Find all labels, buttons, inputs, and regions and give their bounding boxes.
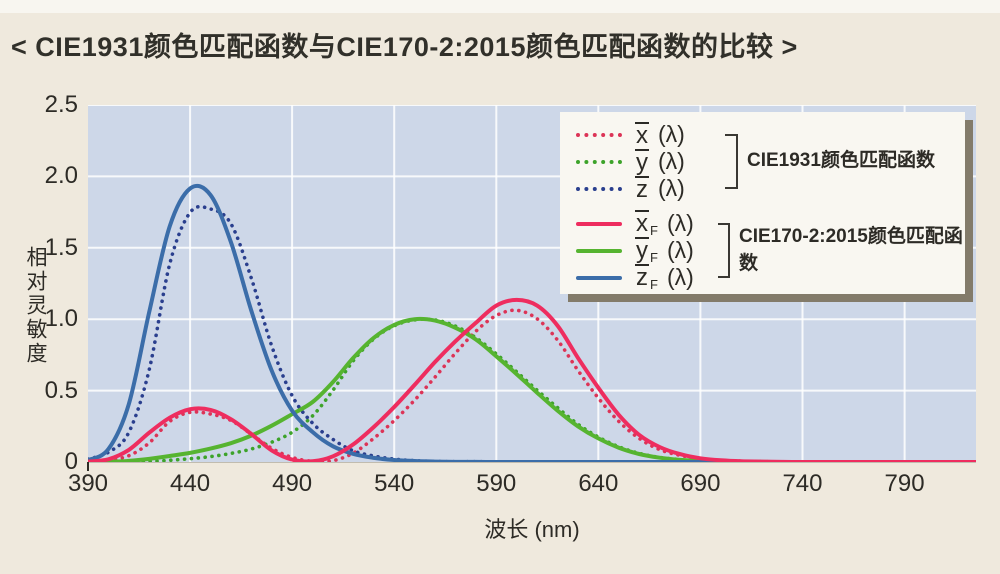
legend-entry: y (λ) <box>576 148 722 175</box>
symbol-subscript: F <box>650 223 658 238</box>
legend-entry: z (λ) <box>576 175 722 202</box>
symbol-argument: (λ) <box>666 264 694 290</box>
legend-entry-symbol: z <box>635 175 649 203</box>
curve-yf-cie170 <box>88 316 976 462</box>
curve-xf-cie170 <box>88 297 976 462</box>
legend-group-label: CIE1931颜色匹配函数 <box>747 150 935 172</box>
symbol-argument: (λ) <box>666 210 694 236</box>
symbol-argument: (λ) <box>666 237 694 263</box>
figure-title: < CIE1931颜色匹配函数与CIE170-2:2015颜色匹配函数的比较 > <box>11 32 798 62</box>
legend-group: x (λ) y (λ) z (λ) CIE1931颜色匹配函数 <box>576 121 965 202</box>
symbol-letter: z <box>635 264 649 291</box>
legend-groups: x (λ) y (λ) z (λ) CIE1931颜色匹配函数 x F (λ) y F (λ) z F (λ)… <box>576 121 965 291</box>
legend-entry: y F (λ) <box>576 237 715 264</box>
y-axis-title: 相对灵敏度 <box>24 246 47 366</box>
legend-group-label: CIE170-2:2015颜色匹配函数 <box>739 225 963 274</box>
page-top-strip <box>0 0 1000 13</box>
symbol-subscript: F <box>650 277 658 292</box>
x-tick-label: 540 <box>374 470 415 497</box>
y-tick-label: 2.5 <box>44 91 78 118</box>
legend-group-bracket <box>717 223 730 278</box>
symbol-letter: x <box>635 121 649 149</box>
legend-swatch-solid <box>576 275 622 280</box>
symbol-letter: x <box>635 210 649 237</box>
legend-entries: x (λ) y (λ) z (λ) <box>576 121 722 202</box>
x-tick-label: 590 <box>476 470 517 497</box>
x-tick-label: 790 <box>884 470 925 497</box>
symbol-letter: y <box>635 148 649 176</box>
legend-entries: x F (λ) y F (λ) z F (λ) <box>576 210 715 291</box>
x-tick-label: 440 <box>170 470 211 497</box>
symbol-letter: z <box>635 175 649 203</box>
symbol-argument: (λ) <box>658 121 685 147</box>
y-tick-label: 2.0 <box>44 162 78 190</box>
legend-swatch-solid <box>576 248 622 253</box>
x-axis-origin-tick <box>87 462 89 471</box>
symbol-argument: (λ) <box>658 148 685 174</box>
legend-entry-symbol: x <box>635 121 649 149</box>
y-tick-label: 0 <box>64 448 78 475</box>
symbol-argument: (λ) <box>658 175 685 201</box>
x-axis-title: 波长 (nm) <box>484 517 580 542</box>
legend-swatch-dotted <box>576 159 622 164</box>
legend-swatch-dotted <box>576 186 622 191</box>
legend: x (λ) y (λ) z (λ) CIE1931颜色匹配函数 x F (λ) y F (λ) z F (λ)… <box>560 112 965 294</box>
x-tick-label: 490 <box>272 470 313 497</box>
y-tick-label: 0.5 <box>44 376 78 404</box>
x-tick-label: 740 <box>782 470 823 497</box>
legend-group-bracket <box>725 134 738 189</box>
legend-entry: z F (λ) <box>576 264 715 291</box>
curve-zf-cie170 <box>88 183 976 462</box>
x-tick-label: 390 <box>67 470 109 497</box>
x-tick-label: 690 <box>680 470 721 497</box>
symbol-letter: y <box>635 237 649 264</box>
y-tick-label: 1.5 <box>44 233 78 261</box>
legend-entry: x F (λ) <box>576 210 715 237</box>
legend-swatch-dotted <box>576 132 622 137</box>
symbol-subscript: F <box>650 250 658 265</box>
y-tick-label: 1.0 <box>44 305 78 333</box>
legend-entry-symbol: y <box>635 148 649 176</box>
legend-group: x F (λ) y F (λ) z F (λ) CIE170-2:2015颜色匹配函数 <box>576 210 965 291</box>
x-tick-label: 640 <box>578 470 619 497</box>
legend-entry: x (λ) <box>576 121 722 148</box>
legend-swatch-solid <box>576 221 622 226</box>
